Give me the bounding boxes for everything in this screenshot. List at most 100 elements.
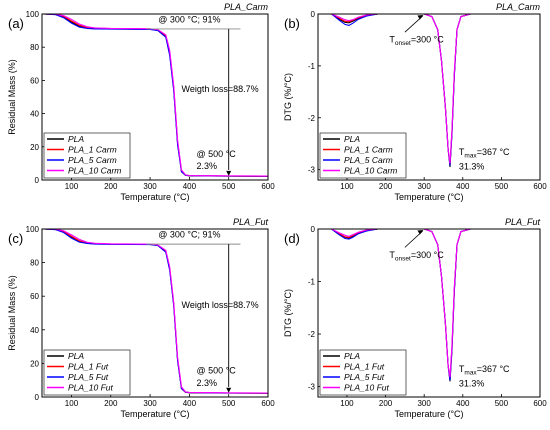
panel-a: 100 200 300 400 500 600 0 20 40 60 80 100 Temperatur… <box>7 2 275 202</box>
annotation-percent: 31.3% <box>459 379 485 389</box>
x-tick-label: 400 <box>456 182 470 191</box>
y-axis-label: DTG (%/°C) <box>283 73 293 121</box>
y-tick-label: -2 <box>308 114 316 123</box>
x-tick-label: 100 <box>65 399 79 408</box>
arrow-head <box>417 230 424 235</box>
x-axis-label: Temperature (°C) <box>394 409 463 419</box>
legend-label: PLA <box>344 351 360 361</box>
y-tick-label: 40 <box>30 326 39 335</box>
x-axis-label: Temperature (°C) <box>120 192 189 202</box>
x-tick-label: 500 <box>222 182 236 191</box>
y-tick-label: 100 <box>26 225 40 234</box>
legend-label: PLA_10 Carm <box>68 166 121 176</box>
legend-label: PLA <box>68 134 84 144</box>
y-tick-label: 0 <box>35 393 40 402</box>
legend-label: PLA_1 Fut <box>344 362 385 372</box>
legend-label: PLA_5 Fut <box>344 372 385 382</box>
legend-label: PLA_1 Carm <box>68 145 117 155</box>
y-tick-label: 0 <box>35 176 40 185</box>
annotation-onset: Tonset=300 °C <box>389 35 444 48</box>
y-tick-label: -2 <box>308 330 316 339</box>
plot-frame <box>41 228 269 398</box>
panel-label: (c) <box>8 231 23 246</box>
x-tick-label: 600 <box>533 399 547 408</box>
x-tick-label: 100 <box>65 182 79 191</box>
annotation-residue: 2.3% <box>196 161 217 171</box>
annotation-weight-loss: Weigth loss=88.7% <box>182 84 259 94</box>
legend-label: PLA_5 Carm <box>344 155 393 165</box>
panel-d: 100 200 300 400 500 600 0 -1 -2 -3 Temperature (°C… <box>283 217 547 419</box>
panel-label: (d) <box>284 231 300 246</box>
x-tick-label: 600 <box>261 182 275 191</box>
annotation-300c: @ 300 °C; 91% <box>158 229 220 239</box>
x-tick-label: 400 <box>183 182 197 191</box>
legend-label: PLA_5 Fut <box>68 372 109 382</box>
x-tick-label: 500 <box>222 399 236 408</box>
arrow-head <box>417 15 424 20</box>
chart-title: PLA_Fut <box>233 217 269 227</box>
x-tick-label: 600 <box>261 399 275 408</box>
legend-label: PLA_1 Carm <box>344 145 393 155</box>
y-tick-label: 20 <box>30 143 39 152</box>
x-tick-label: 300 <box>143 399 157 408</box>
y-tick-label: 60 <box>30 76 39 85</box>
annotation-300c: @ 300 °C; 91% <box>158 14 220 24</box>
y-axis-label: Residual Mass (%) <box>7 275 17 351</box>
y-tick-label: 40 <box>30 110 39 119</box>
y-tick-label: 60 <box>30 292 39 301</box>
x-tick-label: 200 <box>379 399 393 408</box>
x-tick-label: 100 <box>340 182 354 191</box>
x-tick-label: 300 <box>143 182 157 191</box>
x-tick-label: 100 <box>340 399 354 408</box>
panel-label: (a) <box>8 16 24 31</box>
legend-label: PLA_10 Carm <box>344 166 397 176</box>
chart-title: PLA_Carm <box>496 2 541 12</box>
y-tick-label: 20 <box>30 359 39 368</box>
annotation-tmax: Tmax=367 °C <box>459 364 510 377</box>
arrow-head <box>226 170 232 176</box>
series-line-pla_10-carm <box>43 13 269 177</box>
plot-frame <box>317 228 541 398</box>
x-tick-label: 500 <box>495 399 509 408</box>
x-tick-label: 200 <box>104 399 118 408</box>
y-tick-label: 80 <box>30 259 39 268</box>
x-tick-label: 200 <box>379 182 393 191</box>
y-tick-label: 100 <box>26 10 40 19</box>
y-tick-label: -3 <box>308 383 316 392</box>
chart-title: PLA_Fut <box>505 217 541 227</box>
plot-frame <box>41 13 269 181</box>
legend-label: PLA <box>68 351 84 361</box>
y-tick-label: 0 <box>311 10 316 19</box>
panel-b: 100 200 300 400 500 600 0 -1 -2 -3 Temperature (°C… <box>283 2 547 202</box>
legend-label: PLA_10 Fut <box>344 383 390 393</box>
chart-title: PLA_Carm <box>224 2 269 12</box>
annotation-residue: 2.3% <box>196 378 217 388</box>
annotation-percent: 31.3% <box>459 162 485 172</box>
x-axis-label: Temperature (°C) <box>394 192 463 202</box>
panel-label: (b) <box>284 16 300 31</box>
x-tick-label: 500 <box>495 182 509 191</box>
legend-label: PLA_1 Fut <box>68 362 109 372</box>
legend-label: PLA <box>344 134 360 144</box>
annotation-onset: Tonset=300 °C <box>389 250 444 263</box>
y-tick-label: -1 <box>308 62 316 71</box>
series-line-pla_10-fut <box>43 228 269 394</box>
x-axis-label: Temperature (°C) <box>120 409 189 419</box>
x-tick-label: 300 <box>417 182 431 191</box>
y-tick-label: -1 <box>308 278 316 287</box>
x-tick-label: 200 <box>104 182 118 191</box>
x-tick-label: 300 <box>417 399 431 408</box>
y-tick-label: 80 <box>30 43 39 52</box>
annotation-500c: @ 500 °C <box>196 149 236 159</box>
arrow-head <box>226 387 232 393</box>
y-tick-label: -3 <box>308 166 316 175</box>
plot-frame <box>317 13 541 181</box>
y-axis-label: DTG (%/°C) <box>283 289 293 337</box>
series-line-pla_10-carm <box>319 13 540 164</box>
y-tick-label: 0 <box>311 225 316 234</box>
x-tick-label: 400 <box>183 399 197 408</box>
x-tick-label: 400 <box>456 399 470 408</box>
annotation-tmax: Tmax=367 °C <box>459 147 510 160</box>
series-line-pla_10-fut <box>319 228 540 378</box>
